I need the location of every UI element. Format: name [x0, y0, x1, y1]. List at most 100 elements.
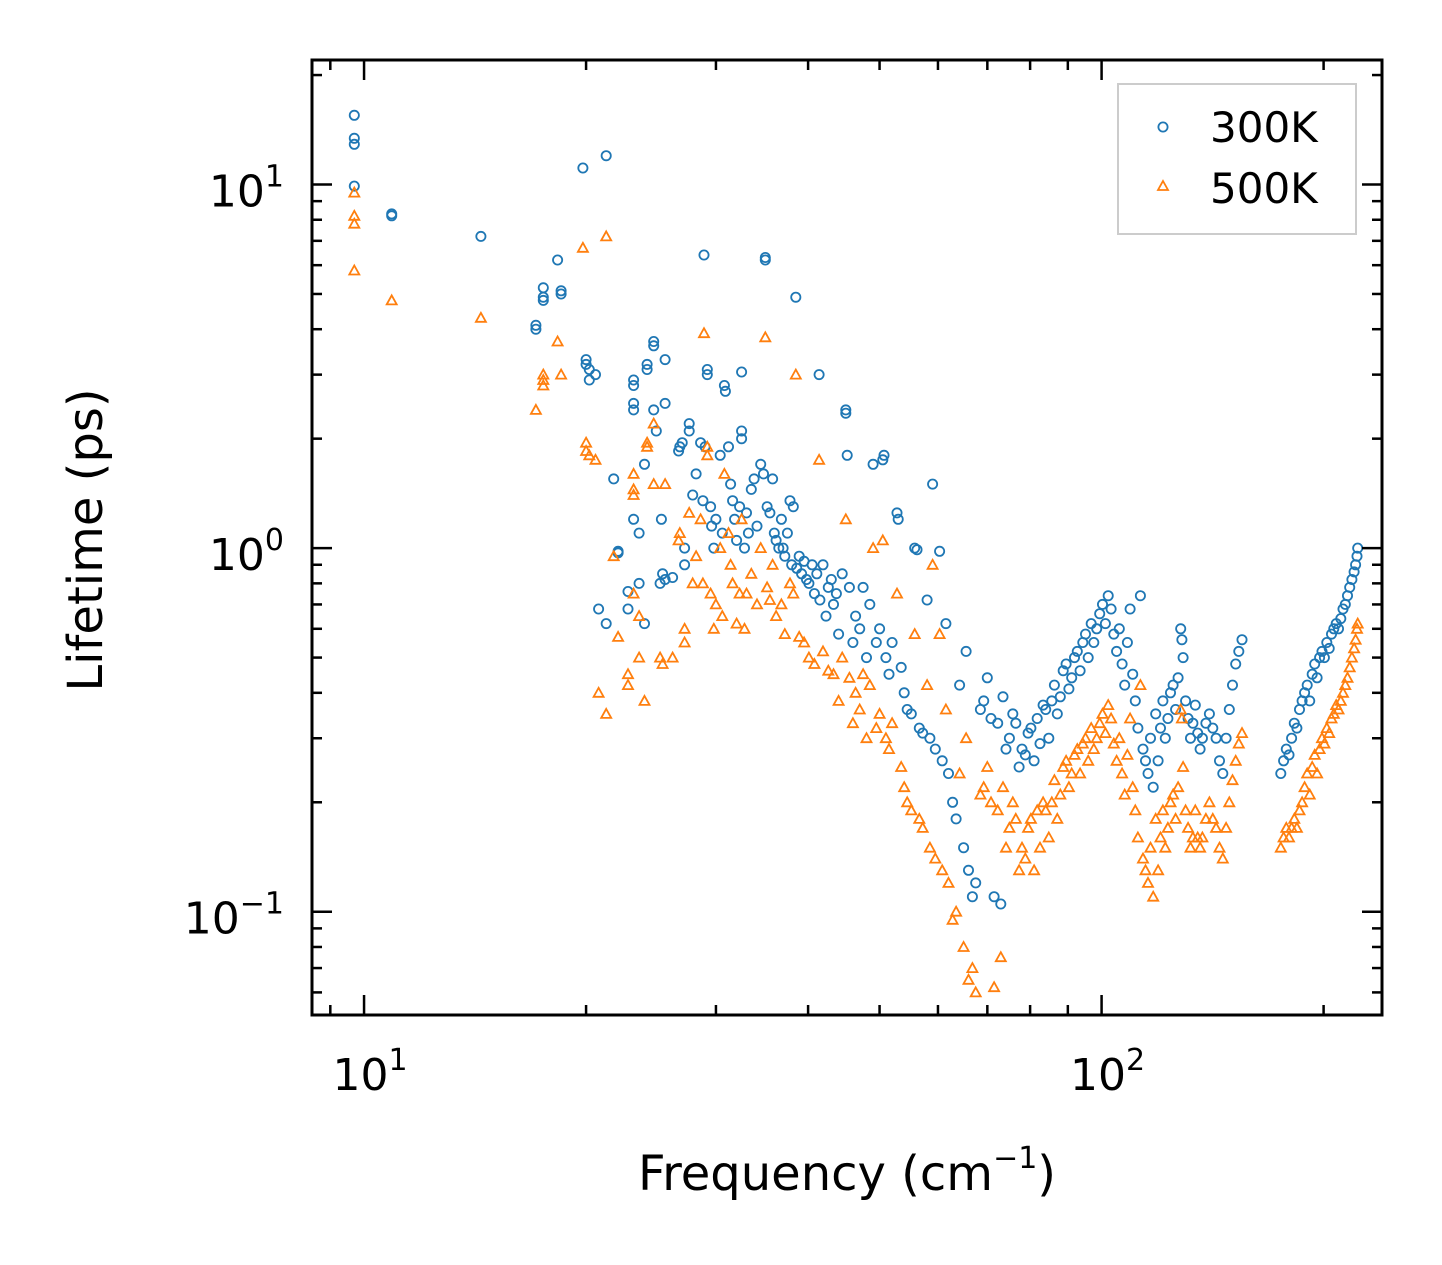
data-point-300k — [555, 285, 567, 297]
data-point-500k — [908, 627, 922, 639]
data-point-300k — [1162, 713, 1174, 725]
data-point-500k — [529, 403, 543, 415]
data-point-500k — [1149, 812, 1163, 824]
data-point-300k — [1119, 679, 1131, 691]
data-point-500k — [658, 477, 672, 490]
data-point-500k — [959, 731, 973, 744]
data-point-300k — [828, 598, 840, 610]
data-point-300k — [1124, 603, 1136, 615]
data-point-500k — [1340, 670, 1355, 683]
x-tick-label: 102 — [1070, 1043, 1145, 1101]
data-point-300k — [811, 568, 823, 580]
data-point-500k — [1212, 840, 1227, 853]
data-point-300k — [988, 891, 1000, 903]
data-point-300k — [841, 449, 853, 461]
data-point-300k — [981, 672, 993, 684]
data-point-300k — [555, 288, 567, 300]
data-point-300k — [924, 732, 936, 744]
data-point-500k — [1183, 840, 1198, 853]
y-tick-label: 100 — [209, 523, 284, 581]
data-point-500k — [627, 482, 641, 495]
data-point-500k — [1179, 803, 1193, 816]
data-point-300k — [475, 230, 487, 242]
data-point-500k — [999, 840, 1013, 853]
data-point-300k — [1283, 749, 1295, 761]
data-point-300k — [1157, 695, 1169, 707]
data-point-500k — [1310, 766, 1324, 779]
data-point-500k — [621, 667, 635, 680]
data-point-300k — [751, 520, 763, 532]
data-point-500k — [1295, 795, 1309, 808]
data-point-300k — [600, 150, 612, 162]
data-point-300k — [1185, 732, 1197, 744]
data-point-300k — [1063, 683, 1075, 695]
data-point-300k — [877, 454, 889, 466]
data-point-300k — [537, 291, 549, 303]
data-point-500k — [797, 635, 811, 648]
data-point-500k — [1006, 795, 1020, 808]
data-point-500k — [647, 416, 661, 429]
data-point-500k — [1300, 766, 1314, 779]
data-point-500k — [1095, 707, 1110, 719]
data-point-500k — [774, 597, 788, 610]
data-point-300k — [1060, 658, 1072, 670]
data-point-500k — [1009, 812, 1023, 824]
data-point-500k — [1070, 742, 1084, 754]
y-tick-label-base: 10 — [209, 530, 265, 581]
data-point-500k — [1153, 830, 1168, 843]
data-point-300k — [1189, 699, 1201, 711]
data-point-500k — [1161, 821, 1175, 833]
data-point-500k — [769, 609, 783, 621]
data-point-300k — [648, 335, 660, 347]
data-point-500k — [1303, 787, 1317, 800]
data-point-300k — [718, 379, 730, 391]
data-point-300k — [820, 610, 832, 622]
data-point-500k — [611, 630, 625, 642]
data-point-500k — [700, 448, 714, 461]
data-point-300k — [803, 577, 815, 589]
data-point-300k — [1275, 768, 1287, 780]
data-point-500k — [1126, 780, 1140, 793]
data-point-300k — [874, 623, 886, 635]
data-point-500k — [1021, 821, 1035, 833]
y-tick-label: 10−1 — [184, 887, 284, 945]
data-point-300k — [1000, 743, 1012, 755]
data-point-300k — [657, 568, 669, 580]
data-point-300k — [736, 366, 748, 378]
data-point-500k — [1050, 812, 1064, 824]
data-point-500k — [1131, 830, 1145, 843]
data-point-500k — [632, 609, 646, 621]
data-point-500k — [730, 616, 744, 629]
data-point-300k — [1233, 645, 1245, 657]
data-point-300k — [1080, 628, 1092, 640]
x-tick-label-exponent: 1 — [389, 1043, 408, 1078]
data-point-500k — [1093, 716, 1107, 729]
data-point-500k — [607, 549, 621, 562]
data-point-500k — [1101, 698, 1115, 710]
data-point-300k — [954, 679, 966, 691]
data-point-500k — [1222, 795, 1236, 808]
data-point-500k — [347, 216, 361, 229]
legend: 300K 500K — [1117, 83, 1357, 235]
x-tick-label-base: 10 — [1070, 1050, 1126, 1101]
data-point-500k — [1030, 803, 1044, 816]
data-point-500k — [928, 851, 942, 864]
data-point-300k — [1286, 732, 1298, 744]
data-point-300k — [843, 581, 855, 593]
data-point-300k — [710, 513, 722, 525]
data-point-300k — [883, 668, 895, 680]
data-point-300k — [748, 473, 760, 485]
data-point-300k — [633, 527, 645, 539]
data-point-500k — [946, 912, 960, 925]
data-point-500k — [783, 576, 797, 589]
data-point-500k — [1136, 851, 1150, 864]
data-point-300k — [683, 418, 695, 430]
data-point-500k — [900, 795, 914, 808]
data-point-500k — [551, 334, 565, 347]
data-point-300k — [723, 441, 735, 453]
data-point-500k — [599, 229, 613, 242]
data-point-300k — [736, 425, 748, 437]
data-point-300k — [1007, 708, 1019, 720]
